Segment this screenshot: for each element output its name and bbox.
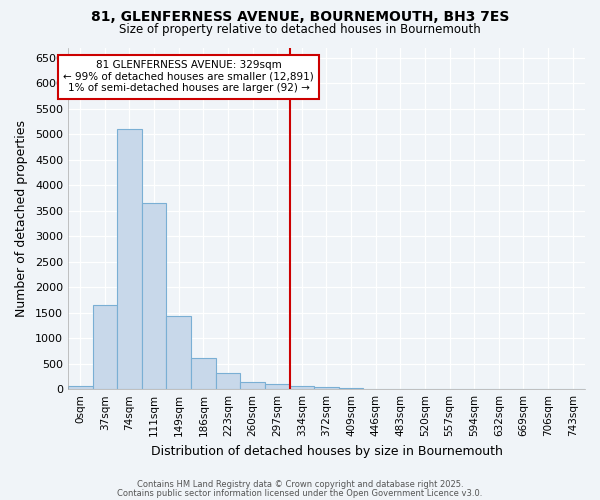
Bar [68, 386, 92, 389]
Text: Contains public sector information licensed under the Open Government Licence v3: Contains public sector information licen… [118, 488, 482, 498]
Text: Size of property relative to detached houses in Bournemouth: Size of property relative to detached ho… [119, 22, 481, 36]
Text: Contains HM Land Registry data © Crown copyright and database right 2025.: Contains HM Land Registry data © Crown c… [137, 480, 463, 489]
Text: 81 GLENFERNESS AVENUE: 329sqm
← 99% of detached houses are smaller (12,891)
1% o: 81 GLENFERNESS AVENUE: 329sqm ← 99% of d… [63, 60, 314, 94]
Y-axis label: Number of detached properties: Number of detached properties [15, 120, 28, 317]
Bar [142, 203, 166, 389]
Bar [92, 305, 117, 389]
Bar [191, 358, 215, 389]
Bar [339, 388, 364, 389]
Bar [215, 374, 240, 389]
Bar [290, 386, 314, 389]
X-axis label: Distribution of detached houses by size in Bournemouth: Distribution of detached houses by size … [151, 444, 502, 458]
Text: 81, GLENFERNESS AVENUE, BOURNEMOUTH, BH3 7ES: 81, GLENFERNESS AVENUE, BOURNEMOUTH, BH3… [91, 10, 509, 24]
Bar [314, 387, 339, 389]
Bar [166, 316, 191, 389]
Bar [240, 382, 265, 389]
Bar [117, 129, 142, 389]
Bar [364, 388, 388, 389]
Bar [265, 384, 290, 389]
